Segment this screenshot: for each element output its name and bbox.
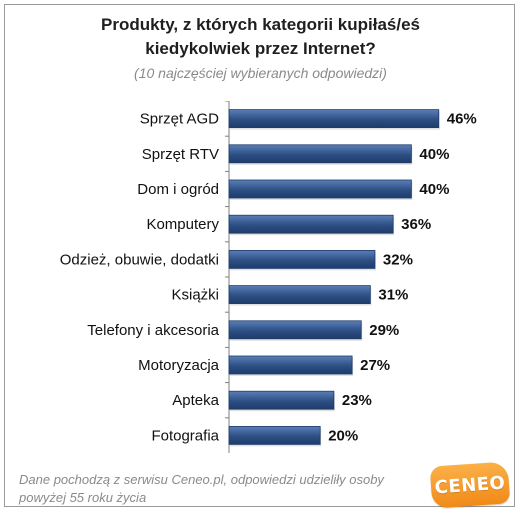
bar (228, 390, 335, 410)
bar-value-label: 32% (383, 251, 413, 268)
ceneo-logo-text: CENEO (434, 472, 506, 498)
ceneo-logo: CENEO (429, 461, 511, 509)
title-block: Produkty, z których kategorii kupiłaś/eś… (5, 13, 516, 83)
bar (228, 320, 362, 340)
bar-value-label: 31% (378, 287, 408, 304)
bar (228, 355, 353, 375)
category-label: Motoryzacja (138, 357, 220, 374)
category-label: Dom i ogród (137, 181, 219, 198)
category-label: Sprzęt RTV (142, 146, 219, 163)
bar-value-label: 36% (401, 216, 431, 233)
chart-frame: Produkty, z których kategorii kupiłaś/eś… (4, 4, 516, 509)
bar (228, 285, 371, 305)
bar (228, 144, 412, 164)
bar (228, 109, 440, 129)
bar-value-label: 40% (419, 146, 449, 163)
bar-value-label: 20% (328, 427, 358, 444)
bar-value-label: 27% (360, 357, 390, 374)
category-label: Apteka (172, 392, 219, 409)
footer-note: Dane pochodzą z serwisu Ceneo.pl, odpowi… (19, 472, 384, 505)
bar-value-label: 29% (369, 322, 399, 339)
bar-chart: Sprzęt AGD 46% Sprzęt RTV 40% Dom i ogród 40%… (60, 101, 477, 453)
chart-subtitle: (10 najczęściej wybieranych odpowiedzi) (134, 65, 387, 81)
bar-value-label: 40% (419, 181, 449, 198)
category-label: Fotografia (151, 427, 219, 444)
category-label: Odzież, obuwie, dodatki (60, 251, 219, 268)
chart-title: Produkty, z których kategorii kupiłaś/eś… (100, 15, 420, 58)
category-label: Telefony i akcesoria (87, 322, 219, 339)
bar (228, 425, 321, 445)
category-label: Komputery (146, 216, 219, 233)
bar (228, 249, 376, 269)
bar-value-label: 23% (342, 392, 372, 409)
category-label: Książki (171, 287, 219, 304)
category-label: Sprzęt AGD (140, 111, 219, 128)
bar (228, 179, 412, 199)
bar-value-label: 46% (447, 111, 477, 128)
bar (228, 214, 394, 234)
